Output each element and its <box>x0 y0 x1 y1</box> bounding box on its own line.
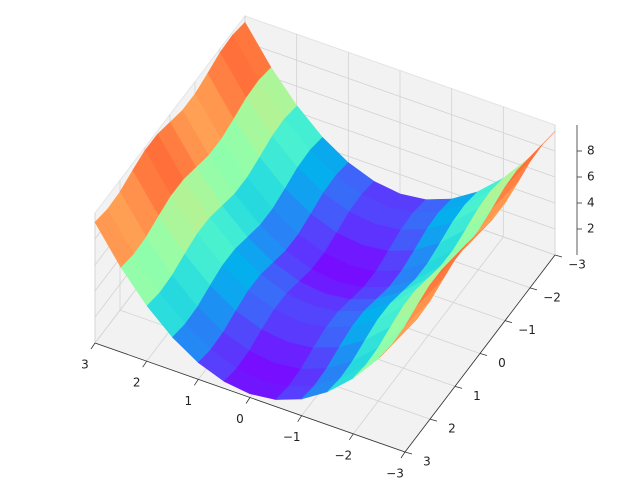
tick-mark <box>90 342 96 350</box>
grid-line <box>244 41 556 152</box>
surface-patch <box>378 318 418 359</box>
z-tick-label: 2 <box>587 222 595 236</box>
z-tick-label: 6 <box>587 170 595 184</box>
y-tick-label: −2 <box>543 290 561 304</box>
tick-mark <box>400 451 406 459</box>
y-tick-label: 1 <box>473 389 481 403</box>
grid-line <box>244 67 556 178</box>
x-tick-label: −2 <box>334 448 352 462</box>
x-tick-label: 2 <box>133 376 141 390</box>
tick-mark <box>245 397 251 404</box>
tick-mark <box>404 451 413 455</box>
y-tick-label: 0 <box>498 356 506 370</box>
tick-mark <box>429 418 438 422</box>
y-tick-label: 3 <box>423 455 431 469</box>
z-tick-label: 4 <box>587 196 595 210</box>
tick-mark <box>142 360 147 368</box>
x-tick-label: −3 <box>386 467 404 480</box>
x-tick-label: 3 <box>81 358 89 372</box>
surface-patch <box>94 208 134 268</box>
tick-mark <box>504 320 513 324</box>
y-tick-label: 2 <box>448 422 456 436</box>
tick-mark <box>529 287 538 291</box>
y-tick-label: −3 <box>568 258 586 272</box>
x-tick-label: −1 <box>283 430 301 444</box>
y-tick-label: −1 <box>518 323 536 337</box>
z-tick-label: 8 <box>587 144 595 158</box>
x-tick-label: 1 <box>185 394 193 408</box>
tick-mark <box>297 415 302 422</box>
tick-mark <box>554 254 563 258</box>
tick-mark <box>194 379 199 386</box>
tick-mark <box>454 385 463 389</box>
x-tick-label: 0 <box>236 412 244 426</box>
tick-mark <box>479 353 488 356</box>
tick-mark <box>349 433 354 441</box>
